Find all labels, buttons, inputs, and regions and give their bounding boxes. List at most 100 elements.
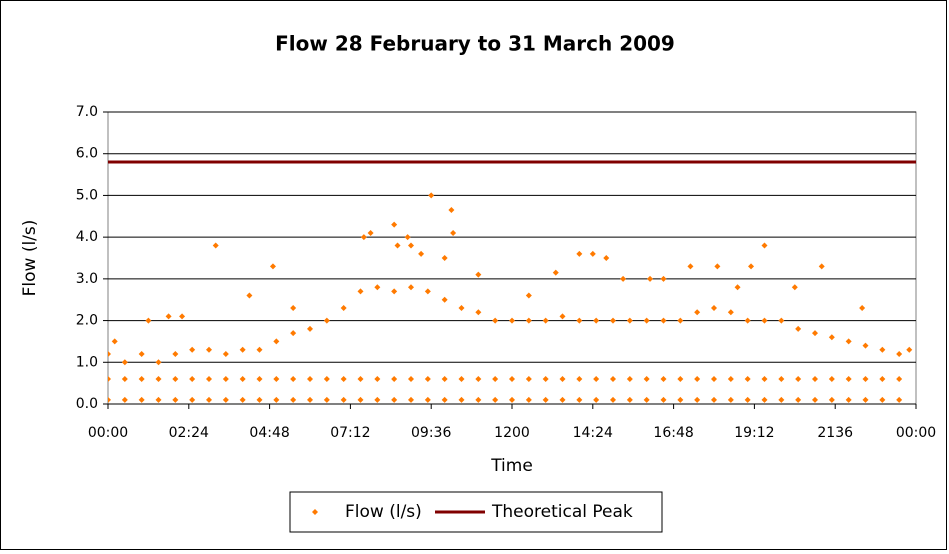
data-point [859,305,866,312]
data-point [145,317,152,324]
data-point [441,255,448,261]
data-point [525,396,532,403]
data-point [108,396,111,403]
data-point [610,317,616,324]
data-point [391,375,398,382]
data-point [206,396,212,403]
data-point [660,375,667,382]
data-point [408,284,414,291]
data-point [778,317,785,324]
x-tick-label: 16:48 [653,425,693,441]
data-point [239,346,246,353]
data-point [677,375,684,382]
x-tick-label: 1200 [494,425,530,441]
data-point [761,396,768,403]
data-point [626,375,633,382]
data-point [687,263,694,270]
data-point [269,263,276,270]
data-point [189,346,196,353]
data-point [394,242,401,249]
data-point [408,375,414,382]
data-point [458,375,465,382]
data-point [727,375,734,382]
data-point [290,305,297,312]
data-point [290,396,297,403]
data-point [172,350,179,357]
data-point [711,396,717,403]
data-point [677,396,684,403]
data-point [862,342,869,349]
data-point [340,396,347,403]
data-point [576,375,583,382]
data-point [711,375,717,382]
data-point [138,396,145,403]
legend-label: Theoretical Peak [491,502,633,522]
data-point [424,375,431,382]
data-point [458,396,465,403]
data-point [108,350,111,357]
data-point [828,334,835,341]
data-point [357,396,364,403]
data-point [734,284,741,291]
x-tick-label: 02:24 [169,425,209,441]
data-point [121,375,128,382]
x-tick-label: 19:12 [734,425,774,441]
data-point [660,275,667,282]
data-point [626,317,633,324]
data-point [694,396,701,403]
x-tick-label: 14:24 [573,425,613,441]
data-point [761,317,768,324]
data-point [391,396,398,403]
data-point [711,305,717,312]
data-point [273,375,280,382]
y-tick-label: 5.0 [76,187,98,203]
data-point [795,375,802,382]
data-point [610,396,616,403]
data-point [828,396,835,403]
data-point [239,375,246,382]
y-tick-label: 6.0 [76,146,98,162]
data-point [391,288,398,295]
data-point [408,396,414,403]
data-point [660,396,667,403]
data-point [367,229,374,236]
plot-marks [108,160,916,403]
data-point [475,396,482,403]
data-point [273,396,280,403]
data-point [509,317,515,324]
legend-label: Flow (l/s) [345,502,422,522]
data-point [475,375,482,382]
data-point [155,375,162,382]
data-point [172,375,179,382]
data-point [714,263,721,270]
data-point [694,375,701,382]
data-point [492,396,499,403]
data-point [761,242,768,249]
data-point [778,375,785,382]
data-point [626,396,633,403]
data-point [879,346,886,353]
data-point [206,375,212,382]
data-point [441,296,448,303]
data-point [576,396,583,403]
data-point [222,396,229,403]
y-tick-label: 0.0 [76,396,98,412]
data-point [643,317,650,324]
data-point [441,375,448,382]
data-point [418,250,425,257]
data-point [828,375,835,382]
data-point [212,242,219,249]
data-point [391,221,398,228]
data-point [256,396,263,403]
data-point [818,263,825,270]
data-point [408,242,414,249]
data-point [323,375,330,382]
data-point [559,396,566,403]
data-point [458,305,465,312]
data-point [603,255,610,261]
data-point [791,284,798,291]
data-point [694,309,701,316]
x-tick-label: 00:00 [88,425,128,441]
y-tick-label: 7.0 [76,104,98,120]
